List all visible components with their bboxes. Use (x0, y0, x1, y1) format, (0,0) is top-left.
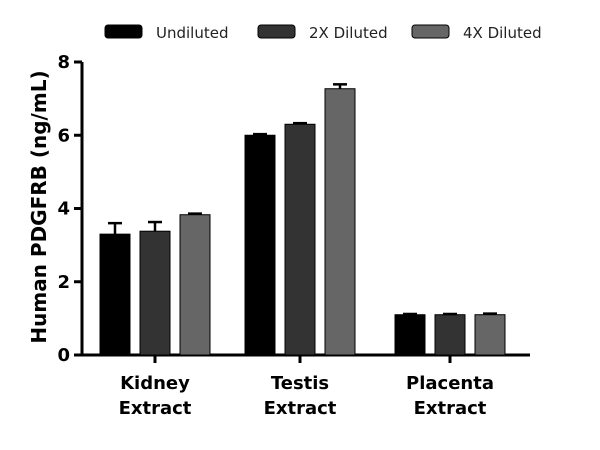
x-tick-label: Placenta (406, 373, 494, 394)
plot-area: 0 2 4 6 8 Kidney Extract Testis Extract Placenta E… (57, 52, 530, 419)
legend-swatch-1 (257, 24, 296, 39)
bar-4x-diluted-kidney (179, 214, 211, 356)
legend: Undiluted 2X Diluted 4X Diluted (104, 24, 542, 42)
legend-swatch-2 (411, 24, 450, 39)
bar-undiluted-kidney (99, 233, 131, 356)
y-axis-label: Human PDGFRB (ng/mL) (27, 70, 51, 343)
x-tick-label: Extract (414, 398, 487, 419)
x-tick-label: Testis (271, 373, 329, 394)
bar-2x-diluted-testis (284, 123, 316, 356)
bar-2x-diluted-placenta (434, 314, 466, 356)
y-tick-label: 4 (57, 199, 70, 220)
legend-label: Undiluted (156, 24, 228, 42)
y-tick-label: 8 (57, 52, 70, 73)
y-tick-label: 2 (57, 272, 70, 293)
bar-undiluted-testis (244, 134, 276, 356)
bar-4x-diluted-placenta (474, 314, 506, 356)
x-tick-label: Extract (264, 398, 337, 419)
bar-undiluted-placenta (394, 314, 426, 356)
bar-4x-diluted-testis (324, 88, 356, 356)
legend-swatch-0 (104, 24, 143, 39)
legend-label: 2X Diluted (309, 24, 388, 42)
x-tick-label: Kidney (120, 373, 190, 394)
bar-2x-diluted-kidney (139, 230, 171, 356)
x-tick-label: Extract (119, 398, 192, 419)
y-tick-label: 6 (57, 125, 70, 146)
y-tick-label: 0 (57, 345, 70, 366)
legend-label: 4X Diluted (463, 24, 542, 42)
